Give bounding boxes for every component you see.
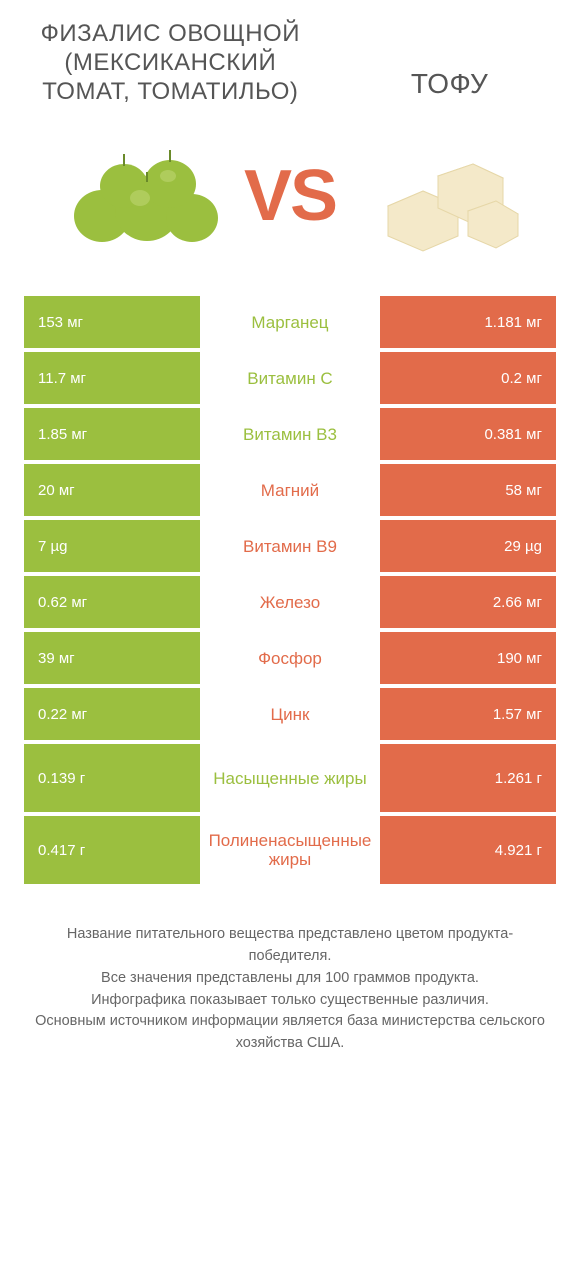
titles-row: ФИЗАЛИС ОВОЩНОЙ (МЕКСИКАНСКИЙ ТОМАТ, ТОМ… [24,20,556,106]
cell-nutrient-label: Полиненасыщенные жиры [200,816,381,884]
table-row: 0.139 гНасыщенные жиры1.261 г [24,744,556,812]
cell-left-value: 153 мг [24,296,200,348]
infographic-container: ФИЗАЛИС ОВОЩНОЙ (МЕКСИКАНСКИЙ ТОМАТ, ТОМ… [0,0,580,1075]
cell-right-value: 4.921 г [380,816,556,884]
table-row: 11.7 мгВитамин C0.2 мг [24,352,556,404]
cell-right-value: 1.57 мг [380,688,556,740]
cell-left-value: 0.139 г [24,744,200,812]
cell-left-value: 0.417 г [24,816,200,884]
table-row: 1.85 мгВитамин B30.381 мг [24,408,556,460]
cell-right-value: 190 мг [380,632,556,684]
food-title-left: ФИЗАЛИС ОВОЩНОЙ (МЕКСИКАНСКИЙ ТОМАТ, ТОМ… [24,20,317,106]
cell-nutrient-label: Витамин B9 [200,520,381,572]
cell-left-value: 11.7 мг [24,352,200,404]
food-title-right: ТОФУ [343,67,556,107]
table-row: 39 мгФосфор190 мг [24,632,556,684]
cell-left-value: 39 мг [24,632,200,684]
footer-line: Все значения представлены для 100 граммо… [30,968,550,990]
food-image-left [52,136,232,256]
cell-right-value: 29 µg [380,520,556,572]
cell-nutrient-label: Фосфор [200,632,381,684]
cell-right-value: 1.261 г [380,744,556,812]
table-row: 20 мгМагний58 мг [24,464,556,516]
footer-line: Название питательного вещества представл… [30,924,550,968]
table-row: 7 µgВитамин B929 µg [24,520,556,572]
cell-nutrient-label: Магний [200,464,381,516]
footer-line: Инфографика показывает только существенн… [30,990,550,1012]
footer-line: Основным источником информации является … [30,1011,550,1055]
cell-nutrient-label: Витамин C [200,352,381,404]
table-row: 153 мгМарганец1.181 мг [24,296,556,348]
food-image-right [348,136,528,256]
cell-left-value: 20 мг [24,464,200,516]
vs-row: VS [24,136,556,256]
cell-left-value: 1.85 мг [24,408,200,460]
table-row: 0.417 гПолиненасыщенные жиры4.921 г [24,816,556,884]
cell-nutrient-label: Витамин B3 [200,408,381,460]
cell-right-value: 58 мг [380,464,556,516]
cell-right-value: 0.381 мг [380,408,556,460]
cell-nutrient-label: Насыщенные жиры [200,744,381,812]
cell-left-value: 0.62 мг [24,576,200,628]
cell-nutrient-label: Цинк [200,688,381,740]
cell-right-value: 1.181 мг [380,296,556,348]
footer-notes: Название питательного вещества представл… [24,924,556,1055]
cell-nutrient-label: Марганец [200,296,381,348]
table-row: 0.22 мгЦинк1.57 мг [24,688,556,740]
cell-left-value: 0.22 мг [24,688,200,740]
cell-nutrient-label: Железо [200,576,381,628]
cell-right-value: 0.2 мг [380,352,556,404]
cell-left-value: 7 µg [24,520,200,572]
cell-right-value: 2.66 мг [380,576,556,628]
table-row: 0.62 мгЖелезо2.66 мг [24,576,556,628]
vs-label: VS [244,155,336,237]
comparison-table: 153 мгМарганец1.181 мг11.7 мгВитамин C0.… [24,296,556,884]
